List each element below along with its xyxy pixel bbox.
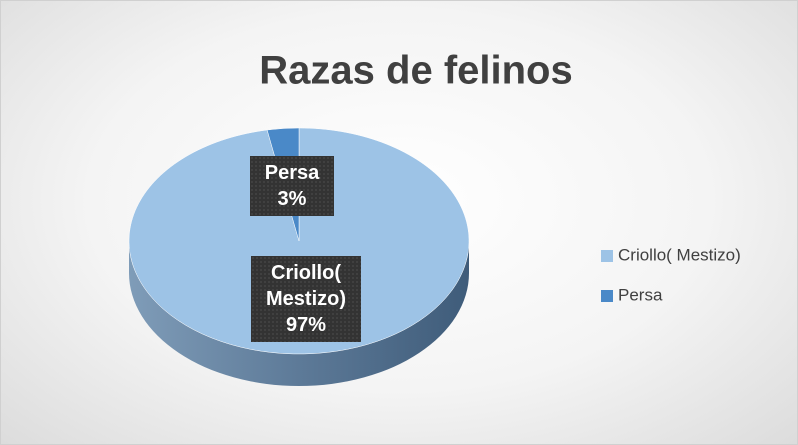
data-label-value: 3%	[277, 188, 307, 210]
chart-title: Razas de felinos	[259, 49, 572, 93]
data-label-category: Persa	[264, 162, 320, 184]
pie-side	[129, 241, 469, 386]
data-label-value: 97%	[285, 314, 327, 336]
data-label: Persa 3%	[250, 156, 334, 216]
legend-label: Persa	[618, 285, 663, 304]
legend-swatch	[601, 250, 613, 262]
legend-swatch	[601, 290, 613, 302]
data-label: Criollo( Mestizo) 97%	[251, 256, 361, 342]
data-label-category: Criollo( Mestizo)	[266, 262, 346, 310]
legend-label: Criollo( Mestizo)	[618, 245, 741, 264]
